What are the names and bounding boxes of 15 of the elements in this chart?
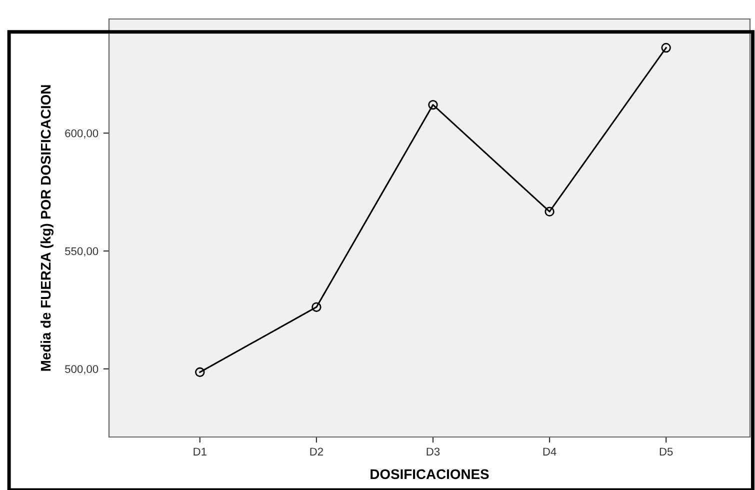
y-tick-label: 500,00	[65, 365, 98, 374]
x-tick-label: D4	[543, 448, 556, 456]
y-axis-title: Media de FUERZA (kg) POR DOSIFICACION	[40, 85, 54, 371]
point	[312, 302, 322, 312]
point	[428, 100, 438, 110]
point	[195, 367, 205, 378]
x-tick-label: D1	[194, 448, 206, 456]
x-tick-label: D3	[426, 448, 440, 456]
x-tick-label: D5	[660, 448, 673, 456]
x-axis-title: DOSIFICACIONES	[370, 469, 489, 480]
x-tick-label: D2	[310, 448, 323, 456]
point	[544, 206, 554, 216]
y-tick-label: 550,00	[65, 247, 98, 256]
y-tick-label: 600,00	[65, 129, 98, 139]
point	[661, 42, 671, 53]
